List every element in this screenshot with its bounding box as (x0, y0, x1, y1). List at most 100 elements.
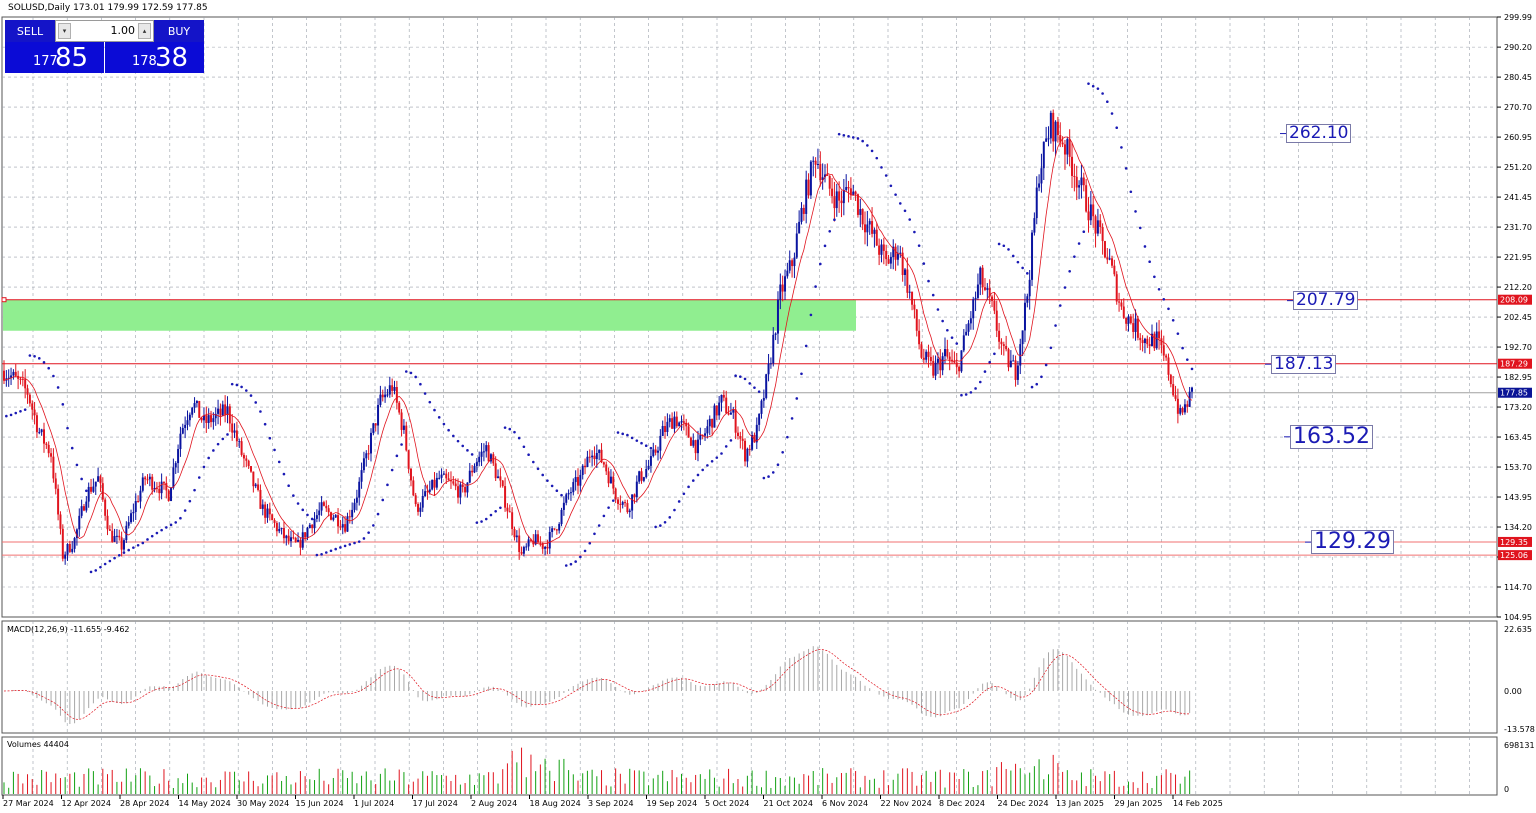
candle-body (948, 356, 951, 360)
lot-size-value[interactable]: 1.00 (110, 24, 136, 37)
sar-dot (433, 408, 436, 412)
candle-body (574, 477, 577, 483)
sell-button[interactable]: SELL (5, 20, 55, 42)
candle-body (1151, 333, 1154, 347)
sar-dot (292, 494, 295, 497)
sar-dot (461, 444, 465, 448)
candle-body (1181, 408, 1184, 413)
candle-body (1113, 265, 1116, 275)
sar-dot (809, 313, 813, 317)
candle-body (355, 497, 358, 503)
sar-dot (635, 439, 639, 442)
sar-dot (475, 521, 479, 524)
candle-body (224, 404, 227, 415)
candle-body (412, 480, 415, 496)
level-label[interactable]: 129.29 (1311, 530, 1394, 555)
sar-dot (155, 531, 159, 535)
candle-body (52, 456, 55, 479)
candle-body (958, 366, 961, 372)
sar-dot (988, 360, 991, 364)
candle-body (35, 415, 38, 433)
sar-dot (1124, 167, 1128, 170)
volume-axis-label: 698131 (1504, 741, 1535, 750)
lot-size-field[interactable]: ▾ 1.00 ▴ (55, 20, 154, 42)
sar-dot (221, 437, 225, 441)
candle-body (268, 508, 271, 515)
candle-body (494, 463, 497, 479)
candle-body (1099, 220, 1102, 228)
date-tick-label: 22 Nov 2024 (881, 799, 932, 808)
candle-body (607, 471, 610, 484)
sar-dot (964, 393, 968, 396)
sar-dot (419, 382, 422, 386)
candle-body (90, 486, 93, 492)
candle-body (854, 191, 857, 195)
sar-dot (61, 403, 65, 406)
level-label[interactable]: 207.79 (1293, 291, 1359, 311)
sar-dot (381, 498, 385, 502)
candle-body (217, 408, 220, 414)
candle-body (501, 480, 504, 487)
candle-body (816, 163, 819, 165)
candle-body (487, 445, 490, 462)
candle-body (475, 462, 478, 467)
level-label[interactable]: 163.52 (1290, 424, 1373, 449)
candle-body (1141, 340, 1144, 344)
candle-body (1101, 227, 1104, 242)
sar-dot (847, 135, 850, 138)
sar-dot (1153, 275, 1156, 279)
lot-increase-icon[interactable]: ▴ (138, 23, 151, 39)
price-badge-label: 208.09 (1500, 296, 1528, 305)
candle-body (1167, 357, 1170, 375)
sell-price[interactable]: 177 85 (5, 42, 104, 73)
candle-body (97, 476, 100, 482)
candle-body (393, 387, 396, 391)
sar-dot (649, 446, 653, 450)
candle-body (419, 507, 422, 512)
candle-body (1042, 141, 1045, 169)
date-tick-label: 27 Mar 2024 (3, 799, 54, 808)
candle-body (1176, 398, 1179, 414)
sar-dot (950, 336, 954, 339)
candle-body (515, 535, 518, 538)
sar-dot (19, 409, 22, 413)
lot-decrease-icon[interactable]: ▾ (58, 23, 71, 39)
price-tick-label: 114.70 (1504, 583, 1532, 592)
candle-body (388, 385, 391, 395)
sar-dot (626, 433, 629, 437)
candle-body (417, 504, 420, 512)
sar-dot (837, 132, 841, 136)
level-label[interactable]: 187.13 (1271, 354, 1337, 374)
candle-body (969, 318, 972, 324)
sar-dot (1110, 112, 1114, 115)
candle-body (1073, 175, 1076, 177)
sar-dot (574, 560, 577, 563)
candle-body (577, 477, 580, 486)
candle-body (104, 499, 107, 516)
sar-dot (616, 431, 620, 434)
candle-body (315, 515, 318, 519)
sar-dot (781, 450, 784, 454)
buy-price[interactable]: 178 38 (105, 42, 204, 73)
date-tick-label: 1 Jul 2024 (354, 799, 394, 808)
sar-dot (99, 565, 102, 569)
candle-body (1000, 341, 1003, 345)
candle-body (962, 335, 965, 351)
candle-body (995, 310, 998, 331)
sar-dot (452, 434, 455, 438)
sar-dot (127, 548, 130, 552)
candle-body (833, 196, 836, 209)
sar-dot (866, 144, 869, 147)
candle-body (762, 397, 765, 401)
buy-button[interactable]: BUY (154, 20, 204, 42)
sar-dot (931, 293, 935, 297)
candle-body (195, 400, 198, 404)
level-label[interactable]: 262.10 (1286, 124, 1352, 144)
candle-body (1179, 408, 1182, 414)
candle-body (1096, 220, 1099, 234)
candle-body (12, 371, 15, 376)
sar-dot (480, 520, 483, 523)
candle-body (428, 489, 431, 492)
